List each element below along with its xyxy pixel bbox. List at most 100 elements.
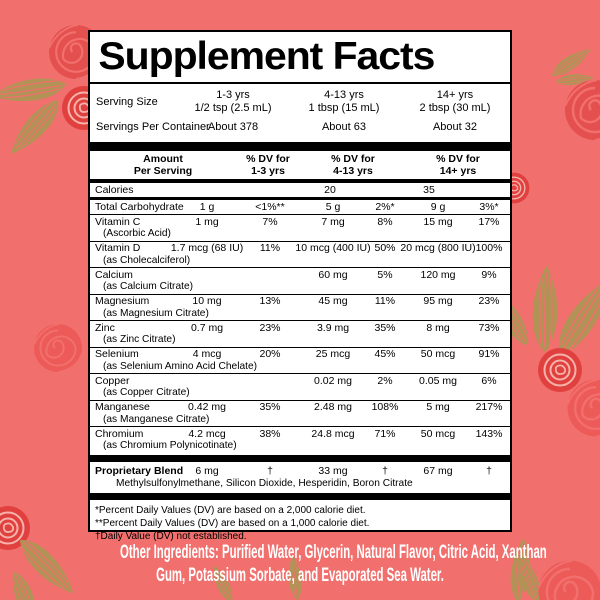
serving-size-label: Serving Size xyxy=(96,95,158,108)
table-row-vitamin-d: Vitamin D (as Cholecalciferol) 1.7 mcg (6… xyxy=(90,240,510,268)
dv-cell: 100% xyxy=(475,242,503,254)
table-row-total-carbohydrate: Total Carbohydrate 1 g <1%** 5 g 2%* 9 g… xyxy=(90,200,510,214)
amount-cell: 120 mg xyxy=(420,268,456,281)
dv-cell: 23% xyxy=(259,321,281,334)
rose-icon xyxy=(563,78,600,142)
dv-cell xyxy=(236,185,304,197)
amount-cell: 24.8 mcg xyxy=(311,427,355,440)
amount-cell: 50 mcg xyxy=(420,348,456,360)
amount-cell: 2.48 mg xyxy=(314,401,352,413)
footnotes: *Percent Daily Values (DV) are based on … xyxy=(90,500,510,543)
table-row-calcium: Calcium (as Calcium Citrate) 60 mg 5% 120… xyxy=(90,267,510,294)
dv-cell: 23% xyxy=(478,295,500,307)
dv-cell: 45% xyxy=(374,348,396,360)
dv-cell: † xyxy=(267,464,273,477)
dv-cell: 143% xyxy=(475,427,503,440)
amount-cell: 8 mg xyxy=(426,321,450,334)
nutrient-name: Selenium xyxy=(95,348,139,360)
nutrient-name: Total Carbohydrate xyxy=(95,200,184,213)
amount-cell: 6 mg xyxy=(195,464,219,477)
other-ingredients-text: Other Ingredients: Purified Water, Glyce… xyxy=(0,541,600,587)
serving-size-row: Serving Size 1-3 yrs 1/2 tsp (2.5 mL) 4-1… xyxy=(90,84,510,115)
dv-cell: 71% xyxy=(374,427,396,440)
dv-cell: 217% xyxy=(475,401,503,413)
amount-cell: 45 mg xyxy=(318,295,348,307)
amount-cell: 20 mcg (800 IU) xyxy=(400,242,476,254)
dv-cell: 91% xyxy=(478,348,500,360)
rose-icon xyxy=(33,323,83,373)
nutrient-name: Manganese xyxy=(95,401,150,413)
nutrient-name: Vitamin C xyxy=(95,215,141,228)
nutrient-name: Vitamin D xyxy=(95,242,141,254)
title-divider xyxy=(90,82,510,84)
table-row-calories: Calories 20 35 xyxy=(90,183,510,197)
amount-cell: 33 mg xyxy=(318,464,348,477)
table-row-zinc: Zinc (as Zinc Citrate) 0.7 mg 23% 3.9 mg … xyxy=(90,320,510,347)
dv-cell: 38% xyxy=(259,427,281,440)
table-row-selenium: Selenium (as Selenium Amino Acid Chelate)… xyxy=(90,346,510,374)
dv-cell: 7% xyxy=(262,215,278,228)
amount-cell: 5 g xyxy=(325,200,341,213)
dv-cell: 35% xyxy=(374,321,396,334)
amount-cell: 3.9 mg xyxy=(316,321,350,334)
divider-bar xyxy=(90,179,510,183)
dv-cell xyxy=(468,185,510,197)
amount-cell: 0.02 mg xyxy=(314,374,352,387)
table-row-copper: Copper (as Copper Citrate) 0.02 mg 2% 0.0… xyxy=(90,373,510,400)
amount-cell: 67 mg xyxy=(423,464,453,477)
amount-cell: 4.2 mcg xyxy=(188,427,226,440)
nutrient-name: Zinc xyxy=(95,321,115,334)
dv-cell: 13% xyxy=(259,295,281,307)
amount-cell: 35 xyxy=(423,183,435,196)
leaf-icon xyxy=(547,47,596,79)
nutrient-name: Chromium xyxy=(95,427,144,440)
servings-per-container-label: Servings Per Container xyxy=(96,121,210,133)
servings-value-2: About 63 xyxy=(321,121,367,133)
nutrient-name: Copper xyxy=(95,374,130,387)
dv-cell xyxy=(236,376,304,399)
proprietary-blend-row: Proprietary Blend 6 mg † 33 mg † 67 mg † xyxy=(90,462,510,477)
amount-cell: 1 mg xyxy=(195,215,219,228)
header-dv-4-13: % DV for 4-13 yrs xyxy=(331,153,375,177)
dv-cell: 3%* xyxy=(479,200,499,213)
supplement-facts-panel: Supplement Facts Serving Size 1-3 yrs 1/2… xyxy=(88,30,512,542)
footnote-dv-not-established: †Daily Value (DV) not established. xyxy=(95,530,247,542)
table-row-magnesium: Magnesium (as Magnesium Citrate) 10 mg 13… xyxy=(90,293,510,321)
dv-cell: 2% xyxy=(377,374,393,387)
footnote-1000-calorie: **Percent Daily Values (DV) are based on… xyxy=(95,517,370,529)
dv-cell: 11% xyxy=(259,242,281,254)
serving-col-3: 14+ yrs 2 tbsp (30 mL) xyxy=(419,89,491,114)
nutrient-name: Calories xyxy=(95,183,134,196)
amount-cell: 1.7 mcg (68 IU) xyxy=(170,242,244,254)
divider-bar xyxy=(90,197,510,200)
thick-divider-bar xyxy=(90,492,510,500)
amount-cell: 0.42 mg xyxy=(188,401,226,413)
serving-col-2: 4-13 yrs 1 tbsp (15 mL) xyxy=(308,89,380,114)
dv-cell: † xyxy=(486,464,492,477)
table-header-row: Amount Per Serving % DV for 1-3 yrs % DV… xyxy=(90,151,510,179)
amount-cell: 95 mg xyxy=(423,295,453,307)
table-row-manganese: Manganese (as Manganese Citrate) 0.42 mg … xyxy=(90,399,510,427)
amount-cell: 7 mg xyxy=(321,215,345,228)
amount-cell: 15 mg xyxy=(423,215,453,228)
dv-cell: 35% xyxy=(259,401,281,413)
dv-cell: 11% xyxy=(374,295,396,307)
dv-cell: † xyxy=(382,464,388,477)
thick-divider-bar xyxy=(90,142,510,151)
dv-cell: 73% xyxy=(478,321,500,334)
other-ingredients-line-2: Gum, Potassium Sorbate, and Evaporated S… xyxy=(156,565,444,586)
nutrient-name: Calcium xyxy=(95,268,133,281)
dv-cell: 9% xyxy=(481,268,497,281)
proprietary-blend-name: Proprietary Blend xyxy=(95,464,184,477)
amount-cell: 25 mcg xyxy=(315,348,351,360)
amount-cell: 5 mg xyxy=(426,401,450,413)
dv-cell: 8% xyxy=(377,215,393,228)
amount-cell: 0.05 mg xyxy=(419,374,457,387)
dv-cell: <1%** xyxy=(255,200,285,213)
amount-cell xyxy=(178,376,236,399)
label-title: Supplement Facts xyxy=(98,35,435,78)
dv-cell: 108% xyxy=(371,401,399,413)
table-row-chromium: Chromium (as Chromium Polynicotinate) 4.2… xyxy=(90,426,510,453)
amount-cell: 10 mg xyxy=(192,295,222,307)
servings-value-3: About 32 xyxy=(432,121,478,133)
